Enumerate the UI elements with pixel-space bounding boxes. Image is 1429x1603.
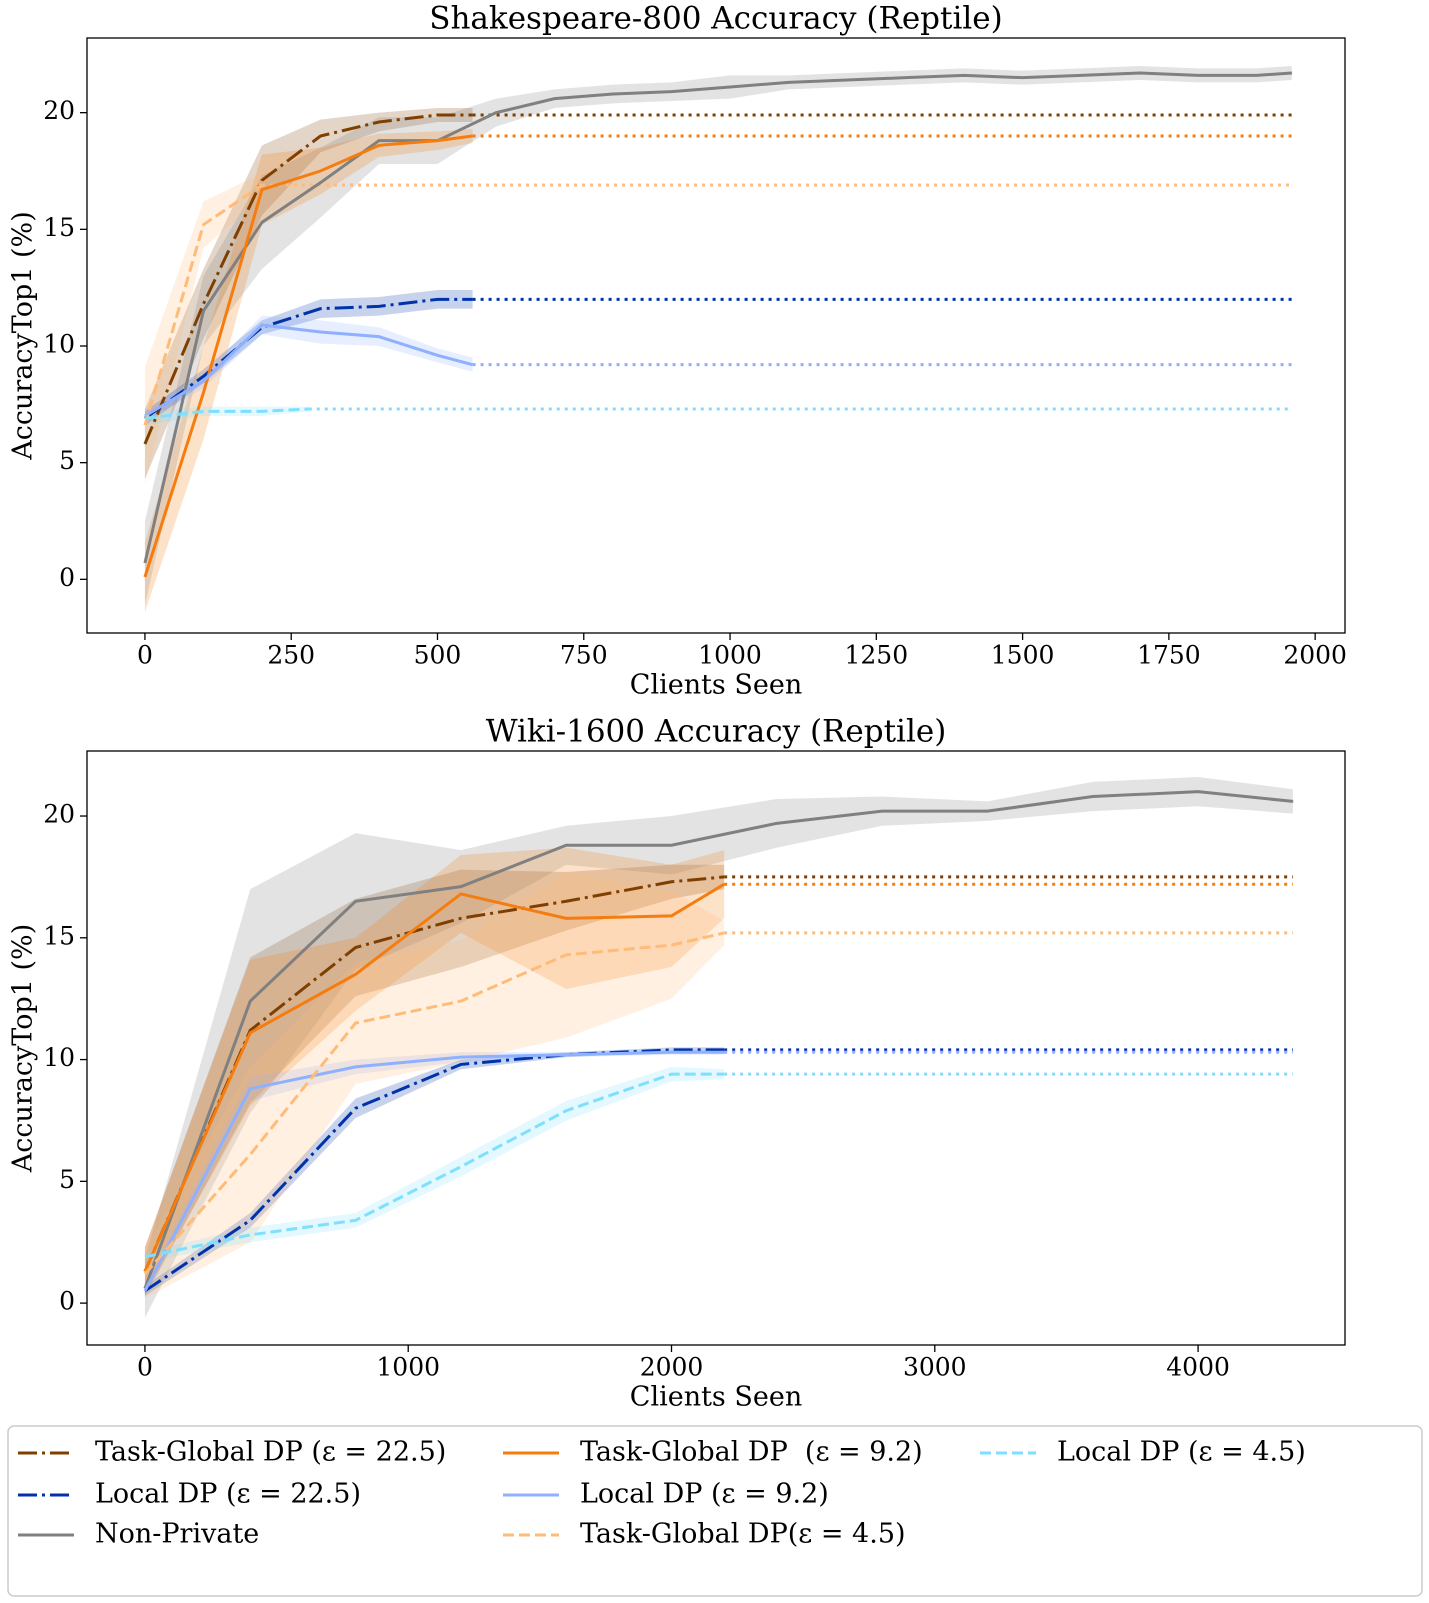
y-tick-label: 5 xyxy=(59,446,75,475)
error-band xyxy=(144,864,725,1296)
series-line xyxy=(143,71,1292,564)
plot-frame xyxy=(86,750,1346,1346)
series-line xyxy=(144,323,473,418)
x-tick-label: 3000 xyxy=(903,1353,967,1382)
error-band xyxy=(144,872,725,1299)
series-line xyxy=(143,134,473,578)
y-tick-label: 20 xyxy=(43,800,75,829)
x-tick-label: 2000 xyxy=(640,1353,704,1382)
series-line xyxy=(143,931,725,1275)
legend-label: Task-Global DP (ε = 22.5) xyxy=(95,1437,446,1468)
y-tick-label: 0 xyxy=(59,1287,75,1316)
series-line xyxy=(143,183,263,426)
series-line xyxy=(144,1072,725,1259)
series-line xyxy=(143,882,725,1273)
x-tick-label: 0 xyxy=(137,1353,153,1382)
x-axis-label: Clients Seen xyxy=(630,1382,802,1413)
error-band xyxy=(144,847,725,1296)
x-tick-label: 1750 xyxy=(1137,641,1201,670)
error-band xyxy=(144,777,1293,1318)
x-tick-label: 1500 xyxy=(991,641,1055,670)
legend-label: Local DP (ε = 4.5) xyxy=(1057,1437,1306,1468)
legend-box xyxy=(7,1425,1423,1597)
series-line xyxy=(143,790,1294,1290)
series-line xyxy=(144,1048,725,1293)
y-tick-label: 5 xyxy=(59,1165,75,1194)
x-tick-label: 4000 xyxy=(1166,1353,1230,1382)
error-band xyxy=(144,290,473,426)
error-band xyxy=(144,1066,725,1262)
plot-frame xyxy=(86,37,1346,634)
legend-label: Task-Global DP (ε = 9.2) xyxy=(580,1437,923,1468)
legend-label: Local DP (ε = 9.2) xyxy=(580,1479,829,1510)
x-tick-label: 1000 xyxy=(698,641,762,670)
y-tick-label: 15 xyxy=(43,921,75,950)
error-band xyxy=(144,108,473,479)
y-axis-label: AccuracyTop1 (%) xyxy=(8,924,39,1173)
y-axis-label: AccuracyTop1 (%) xyxy=(8,211,39,460)
series-line xyxy=(144,297,473,420)
x-tick-label: 0 xyxy=(137,641,153,670)
legend-label: Local DP (ε = 22.5) xyxy=(95,1479,361,1510)
x-tick-label: 500 xyxy=(414,641,462,670)
series-line xyxy=(143,1050,725,1292)
error-band xyxy=(144,406,309,426)
y-tick-label: 15 xyxy=(43,213,75,242)
legend-label: Non-Private xyxy=(95,1519,259,1550)
y-tick-label: 20 xyxy=(43,96,75,125)
x-axis-label: Clients Seen xyxy=(630,670,802,701)
series-line xyxy=(143,113,473,445)
x-tick-label: 2000 xyxy=(1283,641,1347,670)
y-tick-label: 10 xyxy=(43,330,75,359)
y-tick-label: 0 xyxy=(59,563,75,592)
x-tick-label: 1000 xyxy=(376,1353,440,1382)
chart-title: Shakespeare-800 Accuracy (Reptile) xyxy=(429,1,1003,37)
series-line xyxy=(144,407,309,420)
chart-title: Wiki-1600 Accuracy (Reptile) xyxy=(486,714,947,750)
x-tick-label: 750 xyxy=(560,641,608,670)
error-band xyxy=(144,315,473,423)
y-tick-label: 10 xyxy=(43,1043,75,1072)
series-line xyxy=(143,875,725,1273)
legend-label: Task-Global DP(ε = 4.5) xyxy=(580,1519,906,1550)
x-tick-label: 1250 xyxy=(845,641,909,670)
x-tick-label: 250 xyxy=(267,641,315,670)
